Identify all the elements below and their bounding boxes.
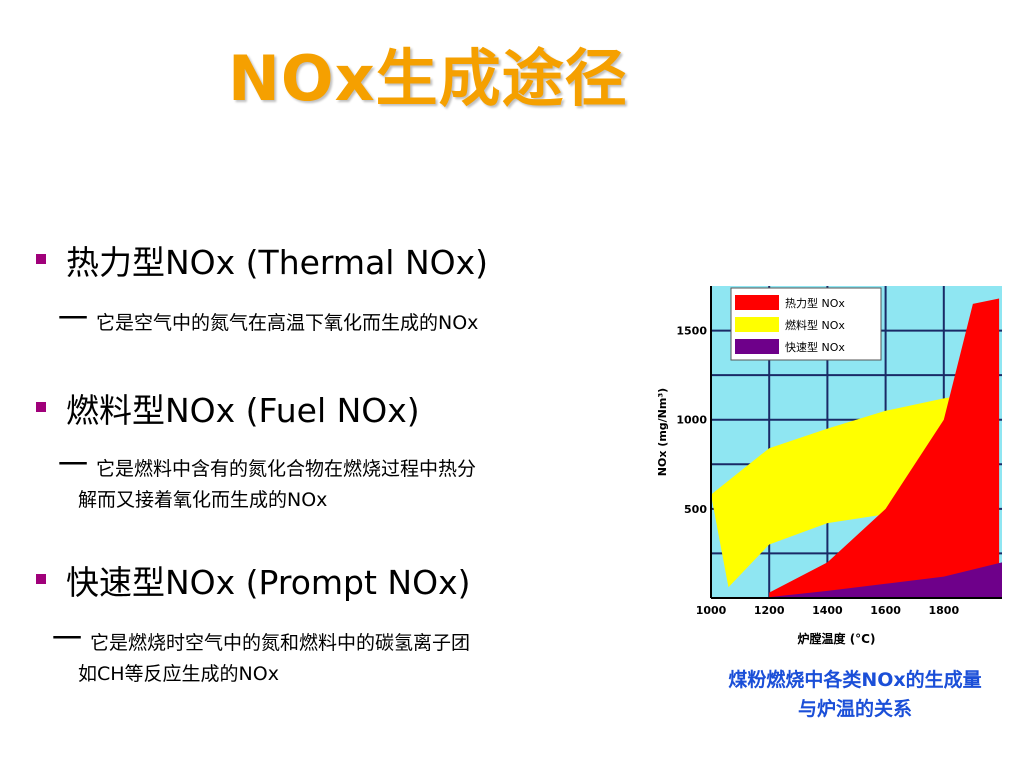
bullet-description: 一它是燃烧时空气中的氮和燃料中的碳氢离子团 [52, 624, 470, 659]
description-line: 如CH等反应生成的NOx [78, 663, 279, 685]
description-line: 它是燃料中含有的氮化合物在燃烧过程中热分 [96, 458, 477, 480]
caption-line: 煤粉燃烧中各类NOx的生成量 [728, 669, 982, 691]
x-tick-label: 1600 [870, 604, 901, 617]
x-tick-label: 1000 [696, 604, 727, 617]
bullet-description: 一它是燃料中含有的氮化合物在燃烧过程中热分 [58, 450, 476, 485]
legend-swatch [735, 295, 779, 310]
x-tick-label: 1800 [928, 604, 959, 617]
dash-mark: 一 [58, 302, 88, 337]
legend-label: 燃料型 NOx [785, 318, 845, 332]
bullet-prompt-nox: 快速型NOx (Prompt NOx) [36, 556, 471, 604]
legend-swatch [735, 339, 779, 354]
bullet-heading: 快速型NOx (Prompt NOx) [66, 563, 471, 602]
page-title: NOx生成途径 [228, 42, 628, 115]
x-tick-label: 1400 [812, 604, 843, 617]
y-tick-label: 500 [684, 503, 707, 516]
series-area-2 [769, 562, 1002, 598]
nox-temperature-chart: 1000 1200 1400 1600 1800 500 1000 1500 炉膛温度 (°C)… [656, 286, 1002, 646]
bullet-heading: 燃料型NOx (Fuel NOx) [66, 391, 420, 430]
bullet-heading: 热力型NOx (Thermal NOx) [66, 243, 489, 282]
x-axis-label: 炉膛温度 (°C) [798, 631, 876, 646]
bullet-description: 一它是空气中的氮气在高温下氧化而生成的NOx [58, 304, 478, 339]
y-tick-label: 1500 [676, 325, 707, 338]
legend-label: 快速型 NOx [785, 340, 845, 354]
description-line: 它是空气中的氮气在高温下氧化而生成的NOx [96, 312, 479, 334]
bullet-square-icon [36, 401, 46, 412]
description-line: 它是燃烧时空气中的氮和燃料中的碳氢离子团 [90, 632, 471, 654]
series-area-0 [769, 298, 1000, 598]
caption-line: 与炉温的关系 [797, 698, 912, 720]
series-area-1 [711, 392, 979, 588]
x-tick-label: 1200 [754, 604, 785, 617]
legend-swatch [735, 317, 779, 332]
dash-mark: 一 [58, 448, 88, 483]
y-tick-label: 1000 [676, 414, 707, 427]
y-axis-label: NOx (mg/Nm³) [656, 388, 669, 476]
bullet-thermal-nox: 热力型NOx (Thermal NOx) [36, 236, 488, 284]
bullet-square-icon [36, 253, 46, 264]
description-line: 解而又接着氧化而生成的NOx [78, 489, 328, 511]
bullet-square-icon [36, 573, 46, 584]
chart-caption: 煤粉燃烧中各类NOx的生成量 与炉温的关系 [690, 666, 1020, 724]
legend-label: 热力型 NOx [785, 296, 845, 310]
dash-mark: 一 [52, 622, 82, 657]
bullet-fuel-nox: 燃料型NOx (Fuel NOx) [36, 384, 420, 432]
